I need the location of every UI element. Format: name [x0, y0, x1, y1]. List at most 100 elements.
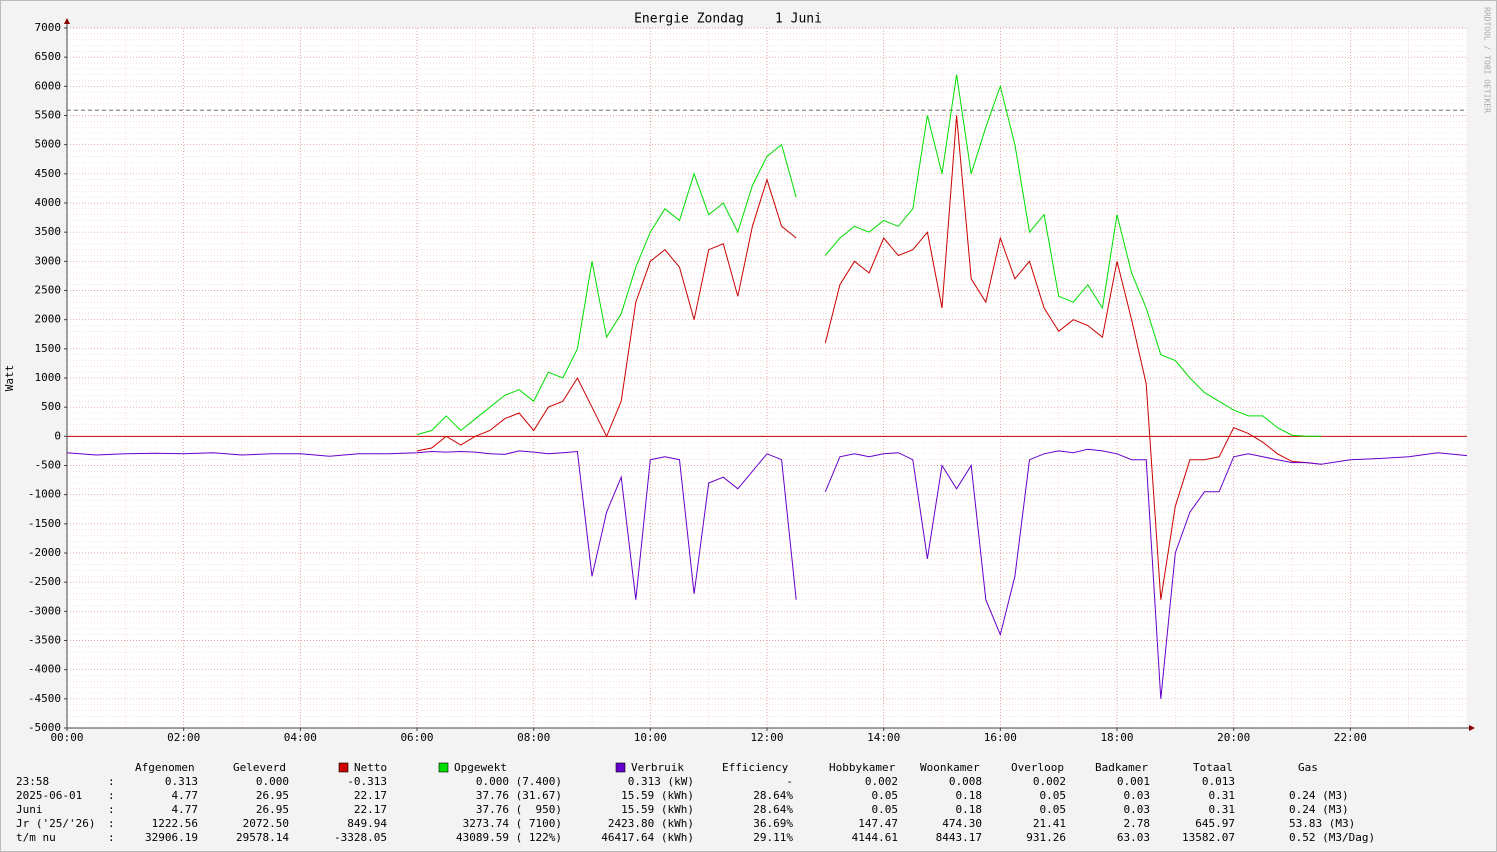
column-header: Geleverd: [233, 761, 286, 774]
column-header: Totaal: [1193, 761, 1233, 774]
table-cell: 22.17: [354, 803, 387, 816]
table-cell: 29.11%: [753, 831, 793, 844]
column-header: Efficiency: [722, 761, 789, 774]
y-tick-label: 3000: [35, 254, 62, 267]
table-cell: 15.59 (kWh): [621, 803, 694, 816]
table-cell: 28.64%: [753, 789, 793, 802]
x-tick-label: 08:00: [517, 731, 550, 744]
table-cell: 0.002: [865, 775, 898, 788]
y-tick-label: 1500: [35, 342, 62, 355]
legend-swatch: [438, 762, 449, 773]
legend-swatch: [615, 762, 626, 773]
table-cell: 32906.19: [145, 831, 198, 844]
table-cell: 15.59 (kWh): [621, 789, 694, 802]
table-cell: 0.03: [1124, 803, 1151, 816]
y-tick-label: 2500: [35, 284, 62, 297]
column-header: Woonkamer: [920, 761, 980, 774]
column-header: Afgenomen: [135, 761, 195, 774]
row-label: 23:58: [16, 775, 49, 788]
table-cell: 0.05: [872, 789, 899, 802]
table-cell: 3273.74 ( 7100): [463, 817, 562, 830]
table-cell: 0.31: [1209, 803, 1236, 816]
table-cell: 0.313 (kW): [628, 775, 694, 788]
table-cell: 36.69%: [753, 817, 793, 830]
column-header: Gas: [1298, 761, 1318, 774]
y-tick-label: 3500: [35, 225, 62, 238]
table-cell: 4144.61: [852, 831, 898, 844]
y-tick-label: 0: [54, 429, 61, 442]
y-tick-label: -5000: [28, 721, 61, 734]
table-cell: 0.24 (M3): [1289, 803, 1349, 816]
x-tick-label: 00:00: [50, 731, 83, 744]
legend-label: Opgewekt: [454, 761, 507, 774]
series-line: [416, 178, 797, 452]
table-cell: 4.77: [172, 803, 199, 816]
table-cell: 29578.14: [236, 831, 289, 844]
table-cell: 0.03: [1124, 789, 1151, 802]
row-separator: :: [108, 817, 115, 830]
table-cell: 13582.07: [1182, 831, 1235, 844]
x-tick-label: 04:00: [284, 731, 317, 744]
table-cell: 0.001: [1117, 775, 1150, 788]
table-cell: 0.013: [1202, 775, 1235, 788]
table-cell: 2423.80 (kWh): [608, 817, 694, 830]
y-tick-label: -3000: [28, 604, 61, 617]
table-cell: 21.41: [1033, 817, 1066, 830]
table-cell: 8443.17: [936, 831, 982, 844]
x-tick-label: 18:00: [1100, 731, 1133, 744]
x-tick-label: 10:00: [634, 731, 667, 744]
watermark: RRDTOOL / TOBI OETIKER: [1483, 7, 1492, 113]
table-cell: 0.18: [956, 789, 983, 802]
table-cell: -: [786, 775, 793, 788]
table-cell: 0.05: [872, 803, 899, 816]
table-cell: 0.000: [256, 775, 289, 788]
x-tick-label: 22:00: [1334, 731, 1367, 744]
row-label: Juni: [16, 803, 43, 816]
table-cell: 0.52 (M3/Dag): [1289, 831, 1375, 844]
y-tick-label: -1000: [28, 488, 61, 501]
row-separator: :: [108, 775, 115, 788]
y-tick-label: -3500: [28, 634, 61, 647]
table-cell: 63.03: [1117, 831, 1150, 844]
table-cell: 0.000 (7.400): [476, 775, 562, 788]
column-header: Hobbykamer: [829, 761, 896, 774]
table-cell: 0.313: [165, 775, 198, 788]
table-cell: 43089.59 ( 122%): [456, 831, 562, 844]
row-separator: :: [108, 831, 115, 844]
y-tick-label: 2000: [35, 313, 62, 326]
series-line: [416, 143, 797, 436]
table-cell: 46417.64 (kWh): [601, 831, 694, 844]
axis-arrow: [1469, 725, 1475, 731]
y-tick-label: -2000: [28, 546, 61, 559]
y-tick-label: 5000: [35, 138, 62, 151]
y-tick-label: -1500: [28, 517, 61, 530]
row-separator: :: [108, 789, 115, 802]
table-cell: 37.76 (31.67): [476, 789, 562, 802]
table-cell: 53.83 (M3): [1289, 817, 1355, 830]
table-cell: 0.05: [1040, 789, 1067, 802]
table-cell: 26.95: [256, 803, 289, 816]
x-tick-label: 12:00: [750, 731, 783, 744]
table-cell: 147.47: [858, 817, 898, 830]
series-line: [824, 115, 1322, 600]
table-cell: 22.17: [354, 789, 387, 802]
table-cell: 2072.50: [243, 817, 289, 830]
table-cell: 28.64%: [753, 803, 793, 816]
column-header: Badkamer: [1095, 761, 1148, 774]
y-tick-label: -500: [35, 459, 62, 472]
table-cell: 2.78: [1124, 817, 1151, 830]
table-cell: -0.313: [347, 775, 387, 788]
x-tick-label: 02:00: [167, 731, 200, 744]
legend-swatch: [338, 762, 349, 773]
y-tick-label: -2500: [28, 575, 61, 588]
y-tick-label: 4000: [35, 196, 62, 209]
y-axis-label: Watt: [3, 365, 16, 392]
table-cell: 0.008: [949, 775, 982, 788]
y-tick-label: 6500: [35, 50, 62, 63]
y-tick-label: 4500: [35, 167, 62, 180]
table-cell: 0.24 (M3): [1289, 789, 1349, 802]
table-cell: 0.18: [956, 803, 983, 816]
row-label: t/m nu: [16, 831, 56, 844]
y-tick-label: 1000: [35, 371, 62, 384]
